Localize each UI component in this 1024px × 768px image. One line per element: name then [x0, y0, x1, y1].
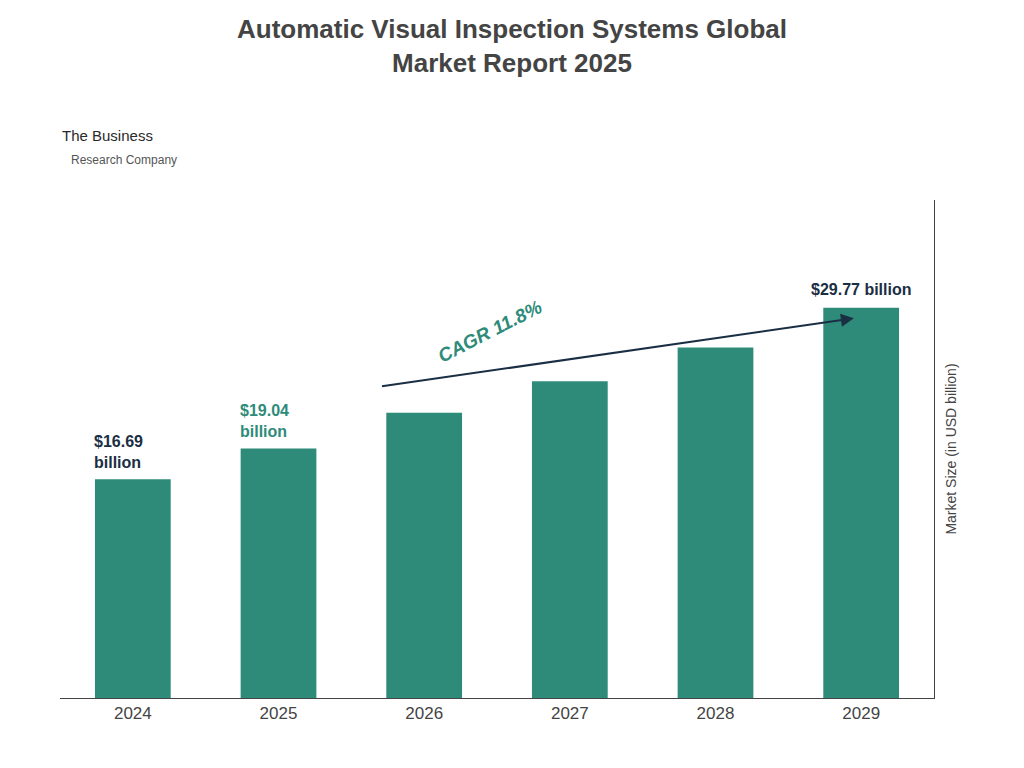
svg-text:Research Company: Research Company	[71, 153, 177, 167]
svg-text:2027: 2027	[551, 704, 589, 723]
svg-text:2029: 2029	[842, 704, 880, 723]
svg-text:$16.69billion: $16.69billion	[94, 433, 143, 471]
svg-text:2024: 2024	[114, 704, 152, 723]
svg-text:$19.04billion: $19.04billion	[240, 402, 289, 440]
svg-text:2026: 2026	[405, 704, 443, 723]
svg-text:Automatic Visual Inspection Sy: Automatic Visual Inspection Systems Glob…	[237, 14, 787, 78]
svg-text:CAGR 11.8%: CAGR 11.8%	[434, 296, 545, 366]
svg-text:2025: 2025	[260, 704, 298, 723]
svg-text:2028: 2028	[697, 704, 735, 723]
svg-text:Market Size (in USD billion): Market Size (in USD billion)	[943, 363, 959, 534]
svg-text:$29.77 billion: $29.77 billion	[811, 281, 911, 298]
svg-text:The Business: The Business	[62, 127, 153, 144]
